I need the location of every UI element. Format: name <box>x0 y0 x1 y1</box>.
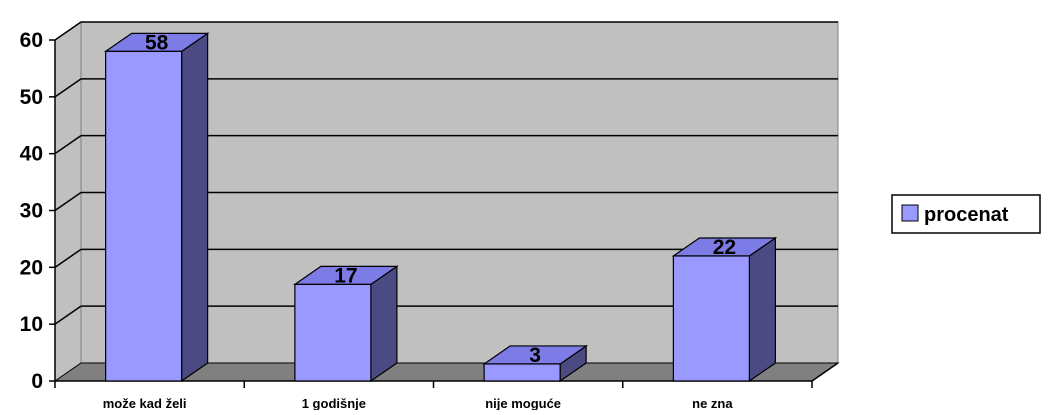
legend-label: procenat <box>924 204 1009 226</box>
bar <box>483 363 561 382</box>
y-tick-label: 10 <box>20 313 43 336</box>
data-label: 17 <box>334 264 357 287</box>
x-tick-label: može kad želi <box>103 396 187 410</box>
bar <box>672 255 750 382</box>
bar <box>105 50 183 382</box>
y-tick-label: 40 <box>20 143 43 166</box>
y-tick-label: 60 <box>20 29 43 52</box>
gridline-side <box>54 191 82 212</box>
bar <box>294 283 372 382</box>
x-tick-label: 1 godišnje <box>302 396 366 410</box>
y-tick-label: 20 <box>20 256 43 279</box>
x-tick-label: nije moguće <box>485 396 561 410</box>
x-tick-label: ne zna <box>692 396 733 410</box>
data-label: 3 <box>529 344 541 367</box>
legend-swatch <box>901 204 919 222</box>
gridline-side <box>54 21 82 41</box>
gridline-side <box>54 78 82 98</box>
bar-side <box>748 236 776 383</box>
data-label: 22 <box>713 236 736 259</box>
gridline-side <box>54 135 82 155</box>
gridline-side <box>54 305 82 325</box>
y-tick-label: 0 <box>31 370 43 393</box>
y-tick-label: 50 <box>20 86 43 109</box>
gridline-side <box>54 248 82 268</box>
data-label: 58 <box>145 31 169 54</box>
x-axis-end <box>811 362 839 382</box>
y-tick-label: 30 <box>20 200 43 223</box>
bar-side <box>370 265 398 383</box>
bar-side <box>181 32 209 383</box>
